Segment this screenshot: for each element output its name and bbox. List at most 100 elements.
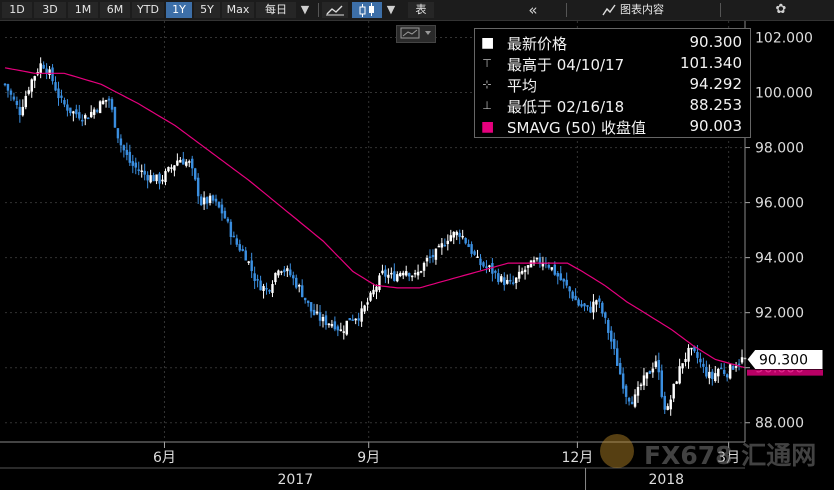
candle-body (51, 67, 54, 82)
candle-body (384, 269, 387, 277)
candle-body (345, 320, 348, 335)
candle-body (39, 63, 42, 74)
chart-contents-label: 图表内容 (620, 3, 664, 16)
candle-body (33, 76, 36, 81)
candle-body (645, 372, 649, 379)
range-1m-button[interactable]: 1M (68, 2, 98, 18)
line-chart-button[interactable] (322, 2, 348, 18)
table-button[interactable]: 表 (408, 2, 434, 18)
candle-body (295, 277, 298, 288)
candle-body (654, 361, 658, 367)
candle-body (651, 368, 655, 373)
candle-body (283, 269, 286, 273)
candle-body (330, 323, 334, 327)
candle-body (467, 244, 470, 248)
candle-body (274, 272, 277, 283)
candle-body (396, 274, 399, 282)
legend-value: 101.340 (679, 54, 742, 72)
legend-label: SMAVG (50) 收盘值 (507, 119, 646, 137)
legend-last-price: ■ 最新价格 90.300 (475, 32, 750, 54)
settings-gear-icon[interactable]: ✿ (775, 2, 787, 17)
candle-body (547, 264, 551, 268)
range-1d-button[interactable]: 1D (2, 2, 32, 18)
candle-body (149, 175, 152, 183)
candle-body (711, 371, 714, 379)
candle-body (238, 244, 241, 251)
candle-body (404, 271, 408, 276)
candlestick-chart-button[interactable] (352, 2, 382, 18)
candle-body (92, 109, 96, 115)
candle-body (54, 82, 57, 91)
candle-body (87, 117, 90, 120)
candle-body (378, 275, 381, 290)
candle-body (324, 315, 328, 326)
last-price-label: 90.300 (759, 352, 808, 368)
candle-body (413, 272, 417, 275)
candle-body (244, 250, 247, 261)
candle-body (648, 370, 652, 374)
candle-body (342, 331, 346, 333)
range-max-button[interactable]: Max (222, 2, 254, 18)
candle-body (607, 319, 610, 333)
candle-body (214, 198, 218, 202)
candle-body (538, 257, 542, 264)
chart-type-dropdown-icon[interactable]: ▼ (386, 3, 396, 16)
frequency-select[interactable]: 每日 (256, 2, 296, 18)
candle-body (428, 256, 432, 259)
candle-body (425, 257, 429, 262)
candle-body (152, 175, 155, 182)
last-price-tag-bg (746, 348, 824, 370)
candle-body (387, 274, 390, 278)
y-tick-label: 96.000 (755, 196, 804, 212)
candle-body (440, 243, 444, 248)
range-5y-button[interactable]: 5Y (194, 2, 220, 18)
range-ytd-button[interactable]: YTD (132, 2, 164, 18)
candle-body (48, 69, 51, 75)
x-month-label: 9月 (357, 450, 380, 466)
x-month-label: 12月 (561, 450, 593, 466)
chart-style-icon (400, 27, 431, 39)
candle-body (506, 279, 509, 284)
candle-body (9, 90, 13, 95)
frequency-dropdown-icon[interactable]: ▼ (300, 3, 310, 16)
chart-style-button[interactable] (396, 25, 436, 43)
candle-body (669, 399, 672, 410)
candle-body (173, 165, 176, 171)
candle-body (503, 277, 506, 286)
candle-body (155, 174, 158, 182)
chart-contents-button[interactable]: 图表内容 (600, 2, 686, 18)
collapse-panel-icon[interactable]: « (528, 1, 538, 19)
candle-body (562, 278, 565, 282)
legend-value: 94.292 (689, 75, 743, 93)
candle-body (470, 244, 473, 254)
candle-body (143, 170, 146, 175)
candle-body (24, 95, 28, 108)
candle-body (18, 106, 22, 116)
candle-body (265, 288, 268, 290)
candle-body (202, 197, 206, 205)
candle-body (589, 306, 592, 313)
candle-body (494, 270, 497, 273)
candle-body (303, 297, 307, 301)
candle-body (15, 100, 19, 105)
candle-body (333, 321, 337, 330)
candle-body (696, 352, 699, 358)
range-6m-button[interactable]: 6M (100, 2, 130, 18)
legend-value: 90.003 (689, 117, 743, 135)
toolbar-divider (318, 3, 319, 17)
toolbar: 1D 3D 1M 6M YTD 1Y 5Y Max 每日 ▼ ▼ 表 « 图表内… (0, 0, 834, 21)
candle-body (630, 401, 634, 405)
candle-body (185, 161, 188, 166)
candle-body (610, 330, 613, 342)
candle-body (277, 270, 280, 276)
candle-body (717, 368, 720, 377)
candle-body (720, 367, 723, 370)
candle-body (110, 99, 114, 110)
range-3d-button[interactable]: 3D (34, 2, 66, 18)
candle-body (125, 149, 129, 155)
range-1y-button[interactable]: 1Y (166, 2, 192, 18)
candle-body (247, 261, 250, 263)
y-axis: 102.000 100.000 98.000 96.000 94.000 92.000 90… (744, 21, 824, 442)
candle-body (431, 254, 435, 258)
candle-body (583, 303, 586, 307)
